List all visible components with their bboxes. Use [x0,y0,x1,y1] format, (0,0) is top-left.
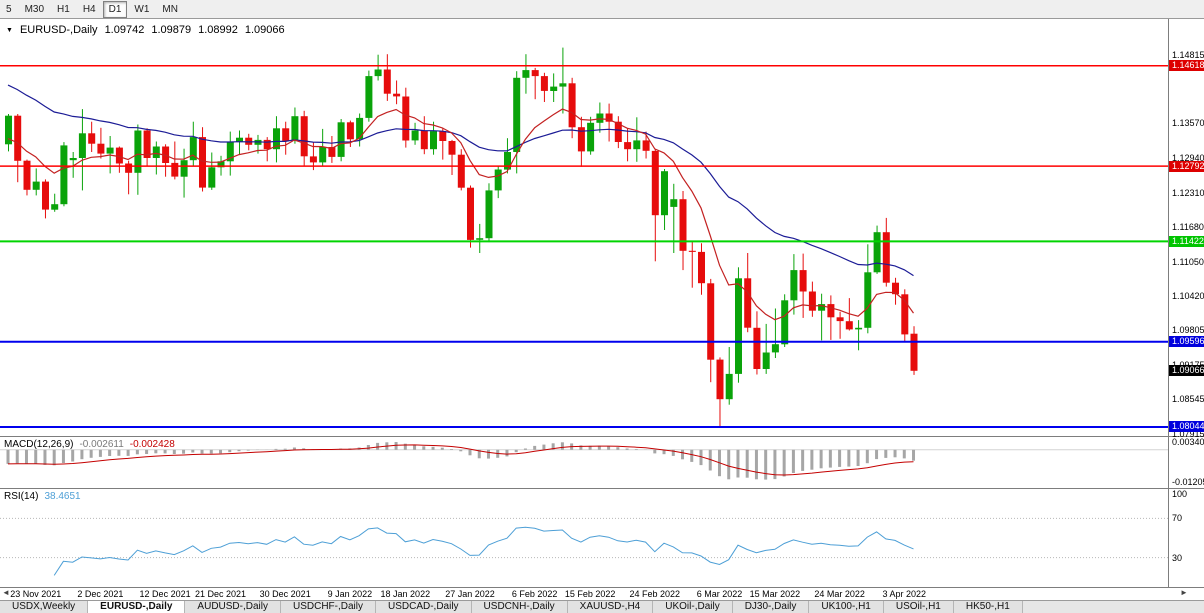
low-value: 1.08992 [198,24,238,36]
timeframe-button-5[interactable]: 5 [0,1,18,18]
date-label: 15 Mar 2022 [749,589,801,599]
price-axis-tick: 1.12940 [1172,153,1204,163]
macd-chart[interactable] [0,437,1168,488]
macd-name: MACD(12,26,9) [4,439,74,450]
rsi-name: RSI(14) [4,491,39,502]
price-axis-tick: 1.11680 [1172,222,1204,233]
macd-main-value: -0.002611 [79,439,124,450]
date-label: 6 Mar 2022 [696,589,743,599]
macd-signal-value: -0.002428 [129,439,175,450]
date-label: 21 Dec 2021 [194,589,247,599]
macd-axis-tick: 0.00340 [1172,437,1204,447]
chart-tab-usdchf-daily[interactable]: USDCHF-,Daily [280,601,376,613]
chart-tabs: USDX,Weekly EURUSD-,Daily AUDUSD-,Daily USD… [0,600,1204,613]
main-chart-panel[interactable]: ▼ EURUSD-,Daily 1.09742 1.09879 1.08992 … [0,19,1204,440]
price-line-label: 1.09596 [1169,336,1204,348]
macd-axis[interactable]: 0.00340 -0.01205 [1168,437,1204,488]
date-label: 2 Dec 2021 [77,589,124,599]
timeframe-button-m30[interactable]: M30 [19,1,50,18]
chart-tab-ukoil-daily[interactable]: UKOil-,Daily [653,601,733,613]
scroll-left-icon[interactable]: ◄ [2,588,10,597]
timeframe-button-h1[interactable]: H1 [51,1,76,18]
timeframe-button-d1[interactable]: D1 [102,0,128,18]
chart-tab-usoil-h1[interactable]: USOil-,H1 [883,601,954,613]
time-axis[interactable]: 23 Nov 2021 2 Dec 2021 12 Dec 2021 21 Dec 2… [0,588,1204,600]
chart-tab-usdx-weekly[interactable]: USDX,Weekly [0,601,89,613]
date-label: 30 Dec 2021 [259,589,311,599]
price-axis-tick: 1.14815 [1172,49,1204,60]
chart-tab-xauusd-h4[interactable]: XAUUSD-,H4 [567,601,654,613]
date-label: 23 Nov 2021 [10,589,62,599]
timeframe-button-w1[interactable]: W1 [128,1,155,18]
price-line-label: 1.08044 [1169,421,1204,433]
price-axis-tick: 1.07915 [1172,429,1204,440]
price-axis-tick: 1.12310 [1172,187,1204,198]
close-value: 1.09066 [244,24,285,36]
chart-tab-usdcnh-daily[interactable]: USDCNH-,Daily [471,601,568,613]
rsi-panel[interactable]: RSI(14) 38.4651 100 70 30 [0,489,1204,588]
macd-panel[interactable]: MACD(12,26,9) -0.002611 -0.002428 0.0034… [0,437,1204,489]
price-line-label: 1.11422 [1169,235,1204,247]
rsi-label: RSI(14) 38.4651 [4,491,81,502]
date-label: 3 Apr 2022 [882,589,927,599]
rsi-axis-tick: 100 [1172,489,1188,499]
timeframe-toolbar: 5 M30 H1 H4 D1 W1 MN [0,0,1204,19]
chevron-down-icon[interactable]: ▼ [6,26,13,34]
price-line-label: 1.12792 [1169,160,1204,172]
rsi-axis-tick: 30 [1172,552,1183,563]
macd-axis-tick: -0.01205 [1172,477,1204,487]
price-axis-tick: 1.11050 [1172,256,1204,267]
price-axis[interactable]: 1.14815 1.13570 1.12940 1.12310 1.11680 1.110… [1168,19,1204,440]
rsi-axis[interactable]: 100 70 30 [1168,489,1204,587]
price-line-label: 1.14618 [1169,60,1204,72]
price-axis-tick: 1.13570 [1172,118,1204,129]
date-label: 27 Jan 2022 [445,589,495,599]
high-value: 1.09879 [151,24,192,36]
chart-tab-dj30-daily[interactable]: DJ30-,Daily [732,601,810,613]
date-label: 12 Dec 2021 [139,589,191,599]
open-value: 1.09742 [104,24,145,36]
chart-tab-audusd-daily[interactable]: AUDUSD-,Daily [185,601,281,613]
date-label: 6 Feb 2022 [511,589,558,599]
price-axis-tick: 1.10420 [1172,291,1204,302]
chart-area: ▼ EURUSD-,Daily 1.09742 1.09879 1.08992 … [0,19,1204,600]
candles [5,47,918,427]
candlestick-chart[interactable] [0,19,1168,436]
price-axis-tick: 1.08545 [1172,394,1204,405]
timeframe-button-mn[interactable]: MN [156,1,184,18]
chart-tab-hk50-h1[interactable]: HK50-,H1 [953,601,1023,613]
rsi-axis-tick: 70 [1172,513,1183,524]
chart-tab-usdcad-daily[interactable]: USDCAD-,Daily [375,601,472,613]
price-line-label: 1.09066 [1169,365,1204,377]
macd-label: MACD(12,26,9) -0.002611 -0.002428 [4,439,175,450]
date-label: 15 Feb 2022 [564,589,616,599]
date-label: 24 Feb 2022 [629,589,681,599]
chart-tab-uk100-h1[interactable]: UK100-,H1 [809,601,884,613]
rsi-chart[interactable] [0,489,1168,587]
scroll-right-icon[interactable]: ► [1180,588,1188,597]
chart-tab-eurusd-daily[interactable]: EURUSD-,Daily [88,601,186,613]
date-label: 9 Jan 2022 [327,589,373,599]
timeframe-button-h4[interactable]: H4 [77,1,102,18]
rsi-value: 38.4651 [44,491,81,502]
chart-title: ▼ EURUSD-,Daily 1.09742 1.09879 1.08992 … [6,24,285,36]
date-label: 24 Mar 2022 [814,589,865,599]
price-axis-tick: 1.09175 [1172,360,1204,370]
symbol-timeframe-label: EURUSD-,Daily [19,24,98,36]
price-axis-tick: 1.09805 [1172,325,1204,336]
date-label: 18 Jan 2022 [380,589,431,599]
